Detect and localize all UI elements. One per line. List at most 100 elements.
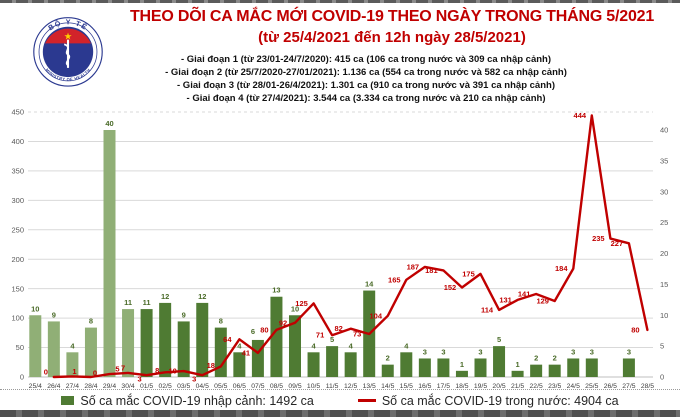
bar-label-12/5: 4 <box>349 341 354 350</box>
y-axis-left-label: 150 <box>11 284 24 293</box>
line-label-18/5: 152 <box>444 283 457 292</box>
bar-25/4 <box>29 315 42 377</box>
bar-label-14/5: 2 <box>386 354 390 363</box>
bar-label-15/5: 4 <box>404 341 409 350</box>
x-axis-label-26/5: 26/5 <box>604 383 617 390</box>
x-axis-label-08/5: 08/5 <box>270 383 283 390</box>
bar-15/5 <box>400 352 413 377</box>
bar-25/5 <box>585 358 598 377</box>
x-axis-label-21/5: 21/5 <box>511 383 524 390</box>
legend-imported-label: Số ca mắc COVID-19 nhập cảnh: 1492 ca <box>80 393 314 408</box>
line-label-10/5: 125 <box>295 299 308 308</box>
line-label-13/5: 73 <box>353 330 361 339</box>
line-label-02/5: 8 <box>155 366 159 375</box>
legend-separator <box>0 389 680 390</box>
line-label-28/5: 80 <box>631 325 639 334</box>
x-axis-label-30/4: 30/4 <box>121 383 134 390</box>
bar-label-29/4: 40 <box>105 119 113 128</box>
phase-3-summary: - Giai đoạn 3 (từ 28/01-26/4/2021): 1.30… <box>177 80 555 91</box>
bar-04/5 <box>196 302 209 377</box>
x-axis-label-25/5: 25/5 <box>585 383 598 390</box>
y-axis-left-label: 450 <box>11 108 24 117</box>
bar-16/5 <box>418 358 431 377</box>
chart-subtitle: (từ 25/4/2021 đến 12h ngày 28/5/2021) <box>258 29 526 46</box>
bar-27/5 <box>622 358 635 377</box>
bar-05/5 <box>214 327 227 377</box>
y-axis-right-label: 30 <box>660 187 668 196</box>
bar-label-06/5: 4 <box>237 341 242 350</box>
domestic-cases-line <box>52 114 649 379</box>
bar-06/5 <box>233 352 246 377</box>
bar-14/5 <box>381 364 394 377</box>
line-label-14/5: 104 <box>369 311 382 320</box>
bar-22/5 <box>530 364 543 377</box>
bar-21/5 <box>511 370 524 377</box>
top-border-strip <box>0 0 680 3</box>
line-label-07/5: 41 <box>242 348 250 357</box>
x-axis-label-27/4: 27/4 <box>66 383 79 390</box>
line-label-06/5: 64 <box>223 335 232 344</box>
line-label-29/4: 5 <box>115 365 119 374</box>
line-label-30/4: 7 <box>121 363 125 372</box>
y-axis-right-label: 40 <box>660 126 668 135</box>
bar-label-03/5: 9 <box>182 310 186 319</box>
line-label-22/5: 141 <box>518 289 531 298</box>
bar-28/4 <box>84 327 97 377</box>
bar-27/4 <box>66 352 79 377</box>
y-axis-right-label: 20 <box>660 249 668 258</box>
legend-imported: Số ca mắc COVID-19 nhập cảnh: 1492 ca <box>61 393 314 408</box>
line-label-08/5: 80 <box>260 325 268 334</box>
line-label-01/5: 3 <box>138 375 142 384</box>
phase-4-summary: - Giai đoạn 4 (từ 27/4/2021): 3.544 ca (… <box>186 93 546 104</box>
bar-label-25/4: 10 <box>31 304 39 313</box>
bar-07/5 <box>251 339 264 377</box>
bar-label-08/5: 13 <box>272 286 280 295</box>
chart-legend: Số ca mắc COVID-19 nhập cảnh: 1492 ca Số… <box>0 392 680 409</box>
y-axis-right-label: 35 <box>660 156 668 165</box>
bar-label-26/4: 9 <box>52 310 56 319</box>
line-label-21/5: 131 <box>499 295 512 304</box>
bar-label-21/5: 1 <box>516 360 520 369</box>
x-axis-label-28/5: 28/5 <box>641 383 654 390</box>
x-axis-label-17/5: 17/5 <box>437 383 450 390</box>
x-axis-label-02/5: 02/5 <box>159 383 172 390</box>
y-axis-left-label: 50 <box>16 343 24 352</box>
x-axis-label-06/5: 06/5 <box>233 383 246 390</box>
asclepius-staff-icon <box>63 39 71 69</box>
bar-19/5 <box>474 358 487 377</box>
bar-23/5 <box>548 364 561 377</box>
logo-red-band <box>45 28 91 44</box>
line-label-16/5: 187 <box>407 262 420 271</box>
x-axis-label-20/5: 20/5 <box>492 383 505 390</box>
y-axis-left-label: 400 <box>11 137 24 146</box>
y-axis-right-label: 5 <box>660 342 664 351</box>
phase-2-summary: - Giai đoạn 2 (từ 25/7/2020-27/01/2021):… <box>165 67 567 78</box>
x-axis-label-27/5: 27/5 <box>622 383 635 390</box>
bar-03/5 <box>177 321 190 377</box>
ministry-of-health-logo: ★ BỘ Y TẾ MINISTRY OF HEALTH <box>33 17 103 87</box>
x-axis-label-13/5: 13/5 <box>363 383 376 390</box>
x-axis-label-11/5: 11/5 <box>326 383 339 390</box>
star-icon: ★ <box>64 32 73 43</box>
x-axis-label-10/5: 10/5 <box>307 383 320 390</box>
phase-summary-list: - Giai đoạn 1 (từ 23/01-24/7/2020): 415 … <box>96 53 636 105</box>
y-axis-left-label: 250 <box>11 225 24 234</box>
legend-domestic: Số ca mắc COVID-19 trong nước: 4904 ca <box>357 394 619 408</box>
line-label-15/5: 165 <box>388 275 401 284</box>
bar-label-20/5: 5 <box>497 335 501 344</box>
y-axis-right-label: 10 <box>660 311 668 320</box>
bar-label-19/5: 3 <box>478 347 482 356</box>
x-axis-label-03/5: 03/5 <box>177 383 190 390</box>
bar-label-05/5: 8 <box>219 317 223 326</box>
x-axis-label-24/5: 24/5 <box>567 383 580 390</box>
line-label-17/5: 181 <box>425 266 438 275</box>
line-label-23/5: 129 <box>536 297 549 306</box>
x-axis-label-25/4: 25/4 <box>29 383 42 390</box>
bar-24/5 <box>567 358 580 377</box>
bar-29/4 <box>103 130 116 377</box>
line-label-28/4: 0 <box>93 369 97 378</box>
y-axis-left-label: 100 <box>11 314 24 323</box>
line-label-19/5: 175 <box>462 269 475 278</box>
bar-01/5 <box>140 309 153 377</box>
y-axis-right-label: 15 <box>660 280 668 289</box>
